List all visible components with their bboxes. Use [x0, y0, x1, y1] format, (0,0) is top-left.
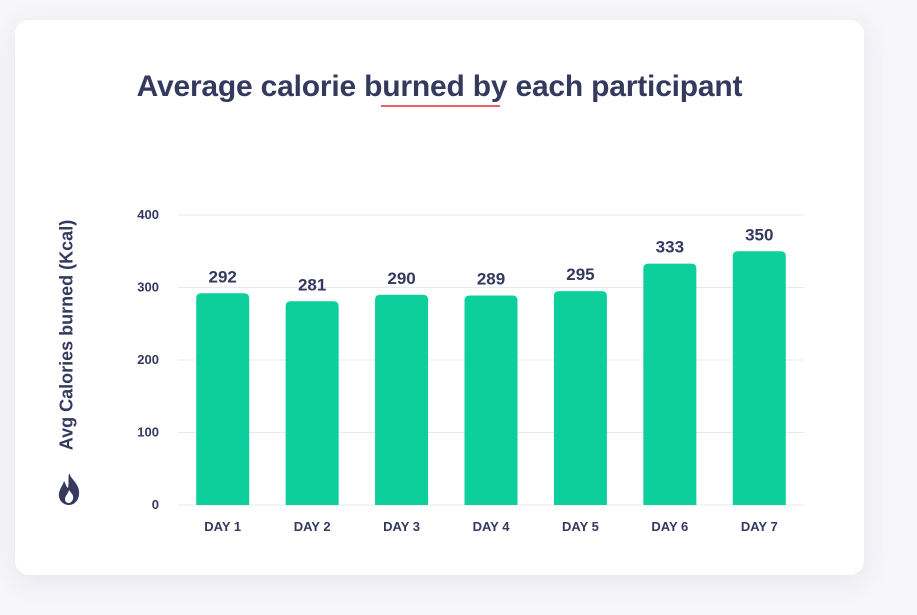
x-tick-label: DAY 4 [473, 519, 511, 534]
bar [196, 293, 250, 505]
x-tick-label: DAY 6 [651, 519, 688, 534]
bar-chart: 0 100 200 300 400 292 DAY 1 281 DAY 2 290 DAY 3 289… [137, 207, 804, 534]
bar [643, 263, 697, 505]
y-tick-label: 0 [152, 497, 159, 512]
bar [285, 301, 339, 505]
chart-card: Average calorie burned by each participa… [15, 20, 864, 575]
data-label: 333 [656, 238, 684, 257]
x-tick-label: DAY 7 [741, 519, 778, 534]
x-tick-label: DAY 3 [383, 519, 420, 534]
bar [375, 294, 429, 505]
x-tick-label: DAY 1 [204, 519, 241, 534]
data-label: 281 [298, 275, 326, 294]
bar [553, 291, 607, 505]
y-tick-label: 200 [137, 352, 159, 367]
data-label: 295 [566, 265, 594, 284]
bar [464, 295, 518, 505]
title-underline [381, 105, 500, 107]
y-tick-label: 300 [137, 280, 159, 295]
y-tick-label: 400 [137, 207, 159, 222]
y-tick-label: 100 [137, 425, 159, 440]
flame-icon [58, 473, 80, 505]
x-tick-label: DAY 2 [294, 519, 331, 534]
data-label: 292 [209, 267, 237, 286]
data-label: 350 [745, 225, 773, 244]
data-label: 290 [387, 269, 415, 288]
data-label: 289 [477, 269, 505, 288]
bar [732, 251, 786, 505]
chart-title: Average calorie burned by each participa… [136, 70, 743, 103]
x-tick-label: DAY 5 [562, 519, 599, 534]
